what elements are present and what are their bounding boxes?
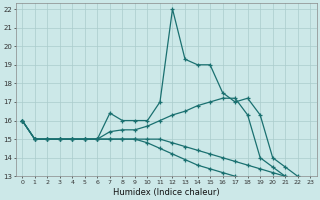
X-axis label: Humidex (Indice chaleur): Humidex (Indice chaleur)	[113, 188, 220, 197]
